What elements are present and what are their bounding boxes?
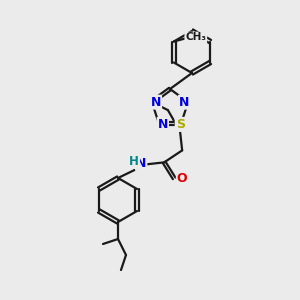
- Text: S: S: [176, 118, 185, 131]
- Text: N: N: [179, 96, 189, 109]
- Text: N: N: [158, 118, 168, 131]
- Text: H: H: [129, 155, 139, 168]
- Text: N: N: [136, 157, 146, 170]
- Text: CH₃: CH₃: [185, 32, 206, 43]
- Text: N: N: [151, 96, 161, 109]
- Text: O: O: [177, 172, 188, 185]
